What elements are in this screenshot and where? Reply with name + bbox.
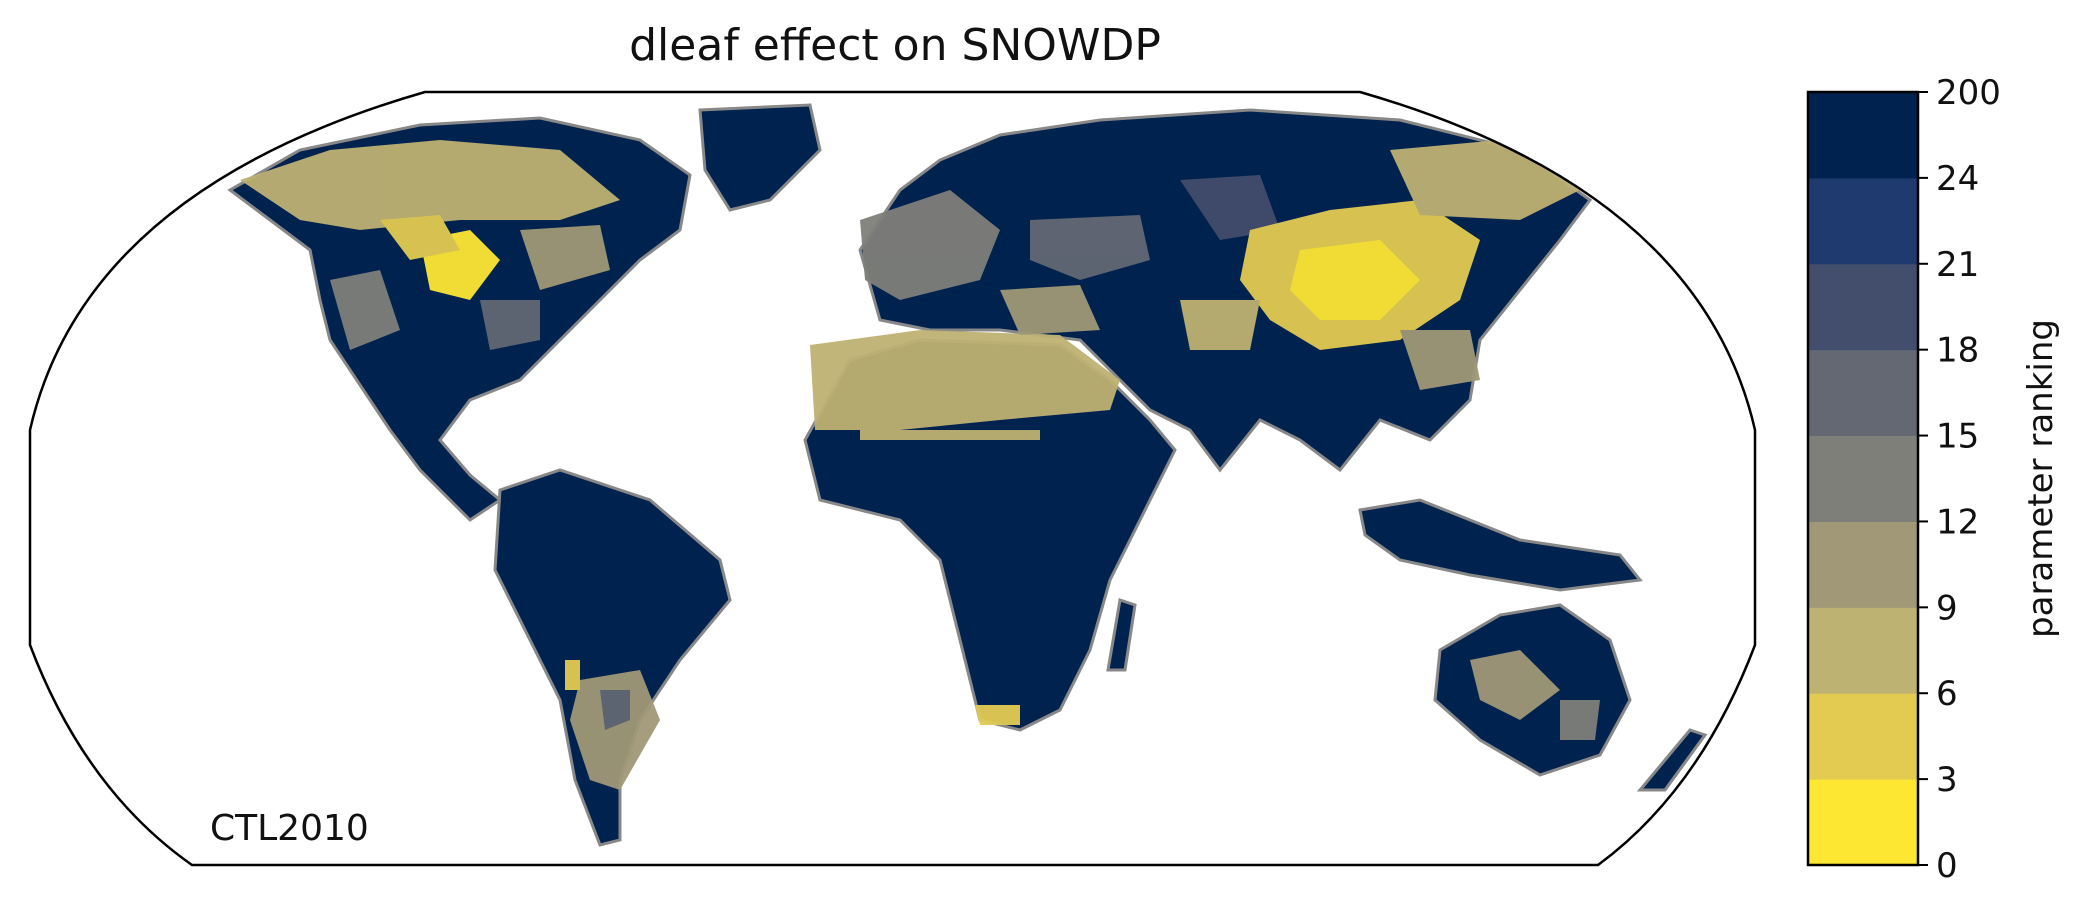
colorbar-segment <box>1808 521 1918 608</box>
landmass-indonesia <box>1358 498 1643 592</box>
colorbar-segment <box>1808 693 1918 780</box>
colorbar-tick-label: 12 <box>1936 502 1979 542</box>
landmass-madagascar <box>1106 598 1137 672</box>
colorbar-segment <box>1808 349 1918 437</box>
colorbar-tick-label: 0 <box>1936 846 1958 886</box>
colorbar-label: parameter ranking <box>2021 319 2061 638</box>
colorbar-tick-label: 200 <box>1936 73 2001 113</box>
run-label: CTL2010 <box>210 808 369 849</box>
colorbar-segment <box>1808 263 1918 351</box>
colorbar-segment <box>1808 92 1918 179</box>
landmass-south-america <box>493 468 732 847</box>
colorbar-segment <box>1808 177 1918 265</box>
colorbar-tick-label: 21 <box>1936 245 1979 285</box>
colorbar-segment <box>1808 435 1918 522</box>
colorbar-tick-label: 18 <box>1936 331 1979 371</box>
landmass-greenland <box>698 103 822 212</box>
colorbar: 0 3 6 9 12 15 18 21 24 200 parameter ranking <box>1806 73 2061 886</box>
colorbar-tick-label: 3 <box>1936 760 1958 800</box>
colorbar-tick-label: 24 <box>1936 159 1979 199</box>
landmass-eurasia <box>858 108 1593 473</box>
colorbar-segment <box>1808 607 1918 694</box>
colorbar-frame <box>1806 90 1920 867</box>
colorbar-tick-label: 6 <box>1936 674 1958 714</box>
map-boundary <box>28 90 1757 867</box>
colorbar-tick-label: 9 <box>1936 588 1958 628</box>
colorbar-tick-label: 15 <box>1936 417 1979 457</box>
ranking-patches <box>240 140 1600 790</box>
colorbar-segment <box>1808 779 1918 866</box>
map-content <box>227 103 1708 847</box>
map-title: dleaf effect on SNOWDP <box>629 20 1161 71</box>
landmass-new-zealand <box>1636 728 1708 792</box>
